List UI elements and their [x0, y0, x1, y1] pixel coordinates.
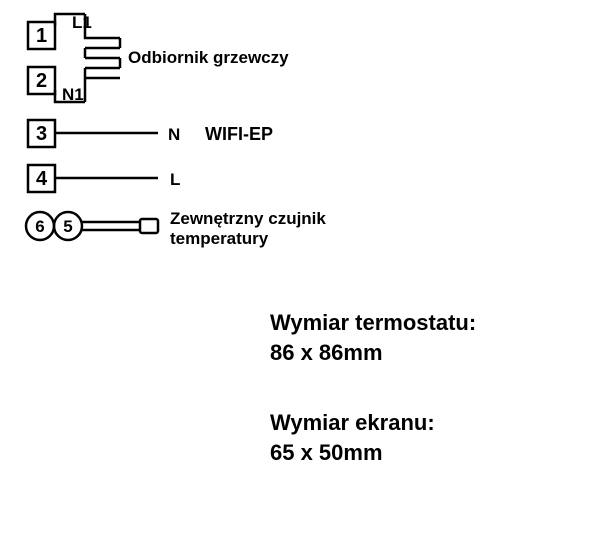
screen-dimension-title: Wymiar ekranu:: [270, 410, 435, 436]
external-sensor-icon: [82, 219, 158, 233]
terminal-1-label: 1: [36, 25, 47, 47]
terminal-4-label: 4: [36, 168, 48, 190]
screen-dimension-value: 65 x 50mm: [270, 440, 435, 466]
n1-label: N1: [62, 85, 84, 104]
external-sensor-label-line2: temperatury: [170, 229, 269, 248]
n-label: N: [168, 125, 180, 144]
terminal-5-label: 5: [63, 217, 72, 236]
terminal-6-label: 6: [35, 217, 44, 236]
heating-receiver-label: Odbiornik grzewczy: [128, 48, 289, 67]
l1-label: L1: [72, 13, 92, 32]
external-sensor-label-line1: Zewnętrzny czujnik: [170, 209, 326, 228]
terminal-2-label: 2: [36, 70, 47, 92]
l-label: L: [170, 170, 180, 189]
terminal-3-label: 3: [36, 123, 47, 145]
thermostat-dimension-title: Wymiar termostatu:: [270, 310, 476, 336]
model-label: WIFI-EP: [205, 124, 273, 144]
thermostat-dimension-value: 86 x 86mm: [270, 340, 476, 366]
